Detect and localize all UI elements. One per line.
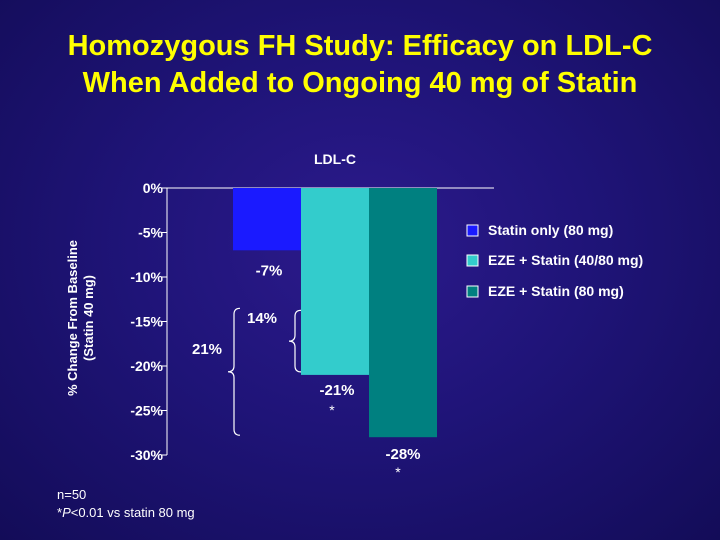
- y-tick-label: -25%: [130, 403, 163, 419]
- bar-3: [369, 188, 437, 438]
- data-label-bar-1: -7%: [256, 262, 283, 279]
- data-label-bar-3: -28%: [385, 446, 420, 463]
- chart-title: LDL-C: [314, 151, 356, 167]
- legend-swatch-1: [466, 224, 479, 237]
- significance-star-bar-3: *: [395, 464, 401, 480]
- data-label-bar-2: -21%: [319, 382, 354, 399]
- legend-label-2: EZE + Statin (40/80 mg): [488, 252, 643, 268]
- bar-2: [301, 188, 369, 375]
- y-tick-label: -20%: [130, 358, 163, 374]
- y-tick-label: -10%: [130, 269, 163, 285]
- footnote-pvalue: *P<0.01 vs statin 80 mg: [57, 505, 195, 520]
- slide-title: Homozygous FH Study: Efficacy on LDL-C W…: [0, 28, 720, 102]
- bracket-21-percent: [227, 307, 241, 436]
- y-tick-label: -30%: [130, 447, 163, 463]
- legend-swatch-2: [466, 254, 479, 267]
- significance-star-bar-2: *: [329, 402, 335, 418]
- legend-label-1: Statin only (80 mg): [488, 222, 613, 238]
- bar-1: [233, 188, 301, 251]
- slide-title-line2: When Added to Ongoing 40 mg of Statin: [82, 67, 638, 99]
- slide-title-line1: Homozygous FH Study: Efficacy on LDL-C: [67, 30, 653, 62]
- y-tick-label: -15%: [130, 314, 163, 330]
- bracket-label-21: 21%: [192, 341, 222, 358]
- legend-swatch-3: [466, 285, 479, 298]
- y-tick-label: 0%: [143, 180, 164, 196]
- y-axis-label: % Change From Baseline(Statin 40 mg): [65, 240, 96, 396]
- bracket-14-percent: [288, 309, 302, 373]
- footnote-n: n=50: [57, 487, 87, 502]
- y-tick-label: -5%: [138, 225, 163, 241]
- bracket-label-14: 14%: [247, 310, 277, 327]
- legend-label-3: EZE + Statin (80 mg): [488, 283, 624, 299]
- footnote: n=50 *P<0.01 vs statin 80 mg: [57, 486, 195, 522]
